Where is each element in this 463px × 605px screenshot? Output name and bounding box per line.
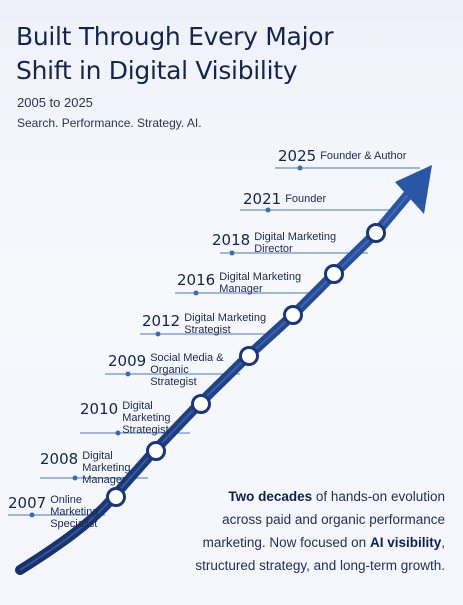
title-line-2: Shift in Digital Visibility [16,56,298,85]
page-title: Built Through Every Major Shift in Digit… [16,20,446,88]
milestone-2016: 2016 Digital Marketing Manager [177,271,302,295]
milestone-2021: 2021 Founder [243,190,327,208]
milestone-2012: 2012 Digital Marketing Strategist [142,312,267,336]
milestone-2007: 2007 Online Marketing Specialist [8,494,99,530]
tagline: Search. Performance. Strategy. AI. [17,116,202,130]
milestone-2025: 2025 Founder & Author [278,147,407,165]
milestone-2018: 2018 Digital Marketing Director [212,231,337,255]
title-line-1: Built Through Every Major [16,22,334,51]
year-range: 2005 to 2025 [17,95,93,110]
milestone-2009: 2009 Social Media & Organic Strategist [108,352,224,388]
milestone-2008: 2008 Digital Marketing Manager [40,450,131,486]
milestone-2010: 2010 Digital Marketing Strategist [80,400,171,436]
summary-text: Two decades of hands-on evolution across… [195,489,445,573]
